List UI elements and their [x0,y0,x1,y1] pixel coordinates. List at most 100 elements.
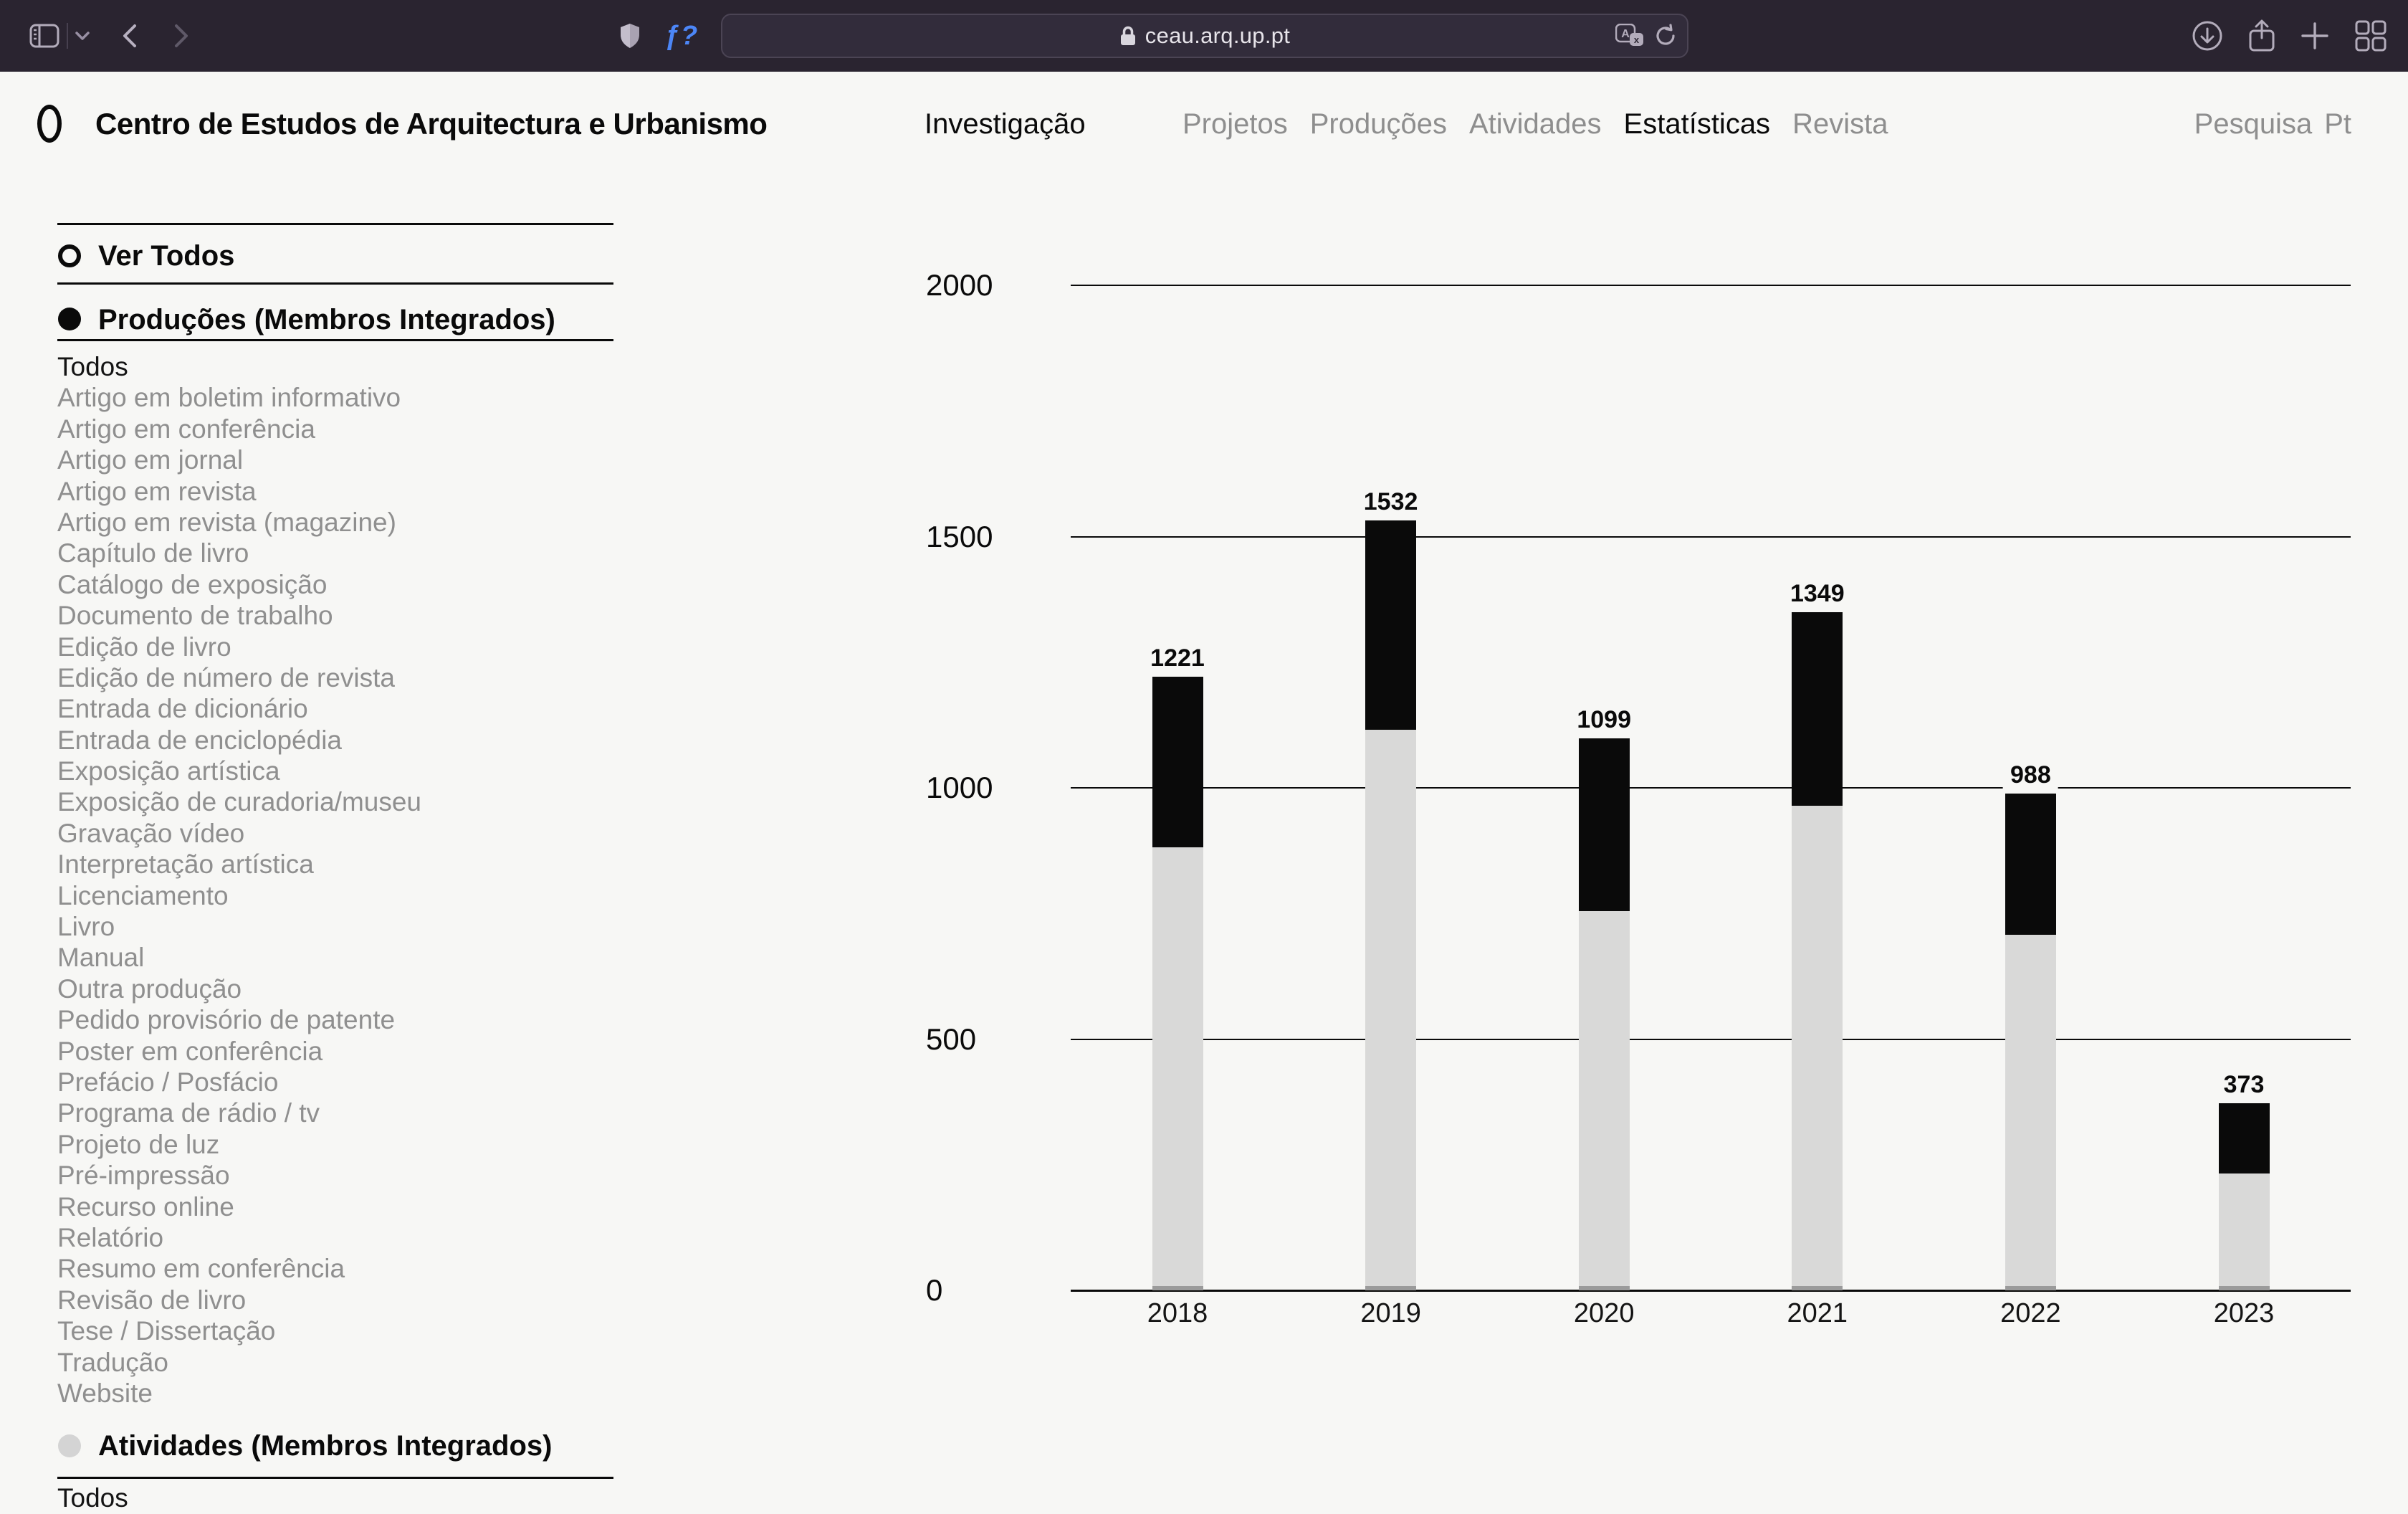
nav-item-revista[interactable]: Revista [1792,108,1888,140]
production-type-item[interactable]: Outra produção [57,973,242,1004]
production-type-item[interactable]: Artigo em revista (magazine) [57,507,396,537]
x-axis-tick-2019: 2019 [1360,1298,1421,1328]
reload-button[interactable] [1654,24,1677,48]
new-tab-button[interactable] [2296,0,2333,72]
production-type-item[interactable]: Relatório [57,1222,164,1252]
production-type-item[interactable]: Tradução [57,1347,168,1377]
x-axis-tick-2021: 2021 [1787,1298,1848,1328]
production-type-item[interactable]: Artigo em conferência [57,414,315,444]
find-extension-button[interactable]: ƒ? [664,20,699,51]
utility-nav: Pesquisa Pt [2194,108,2351,141]
plus-icon [2301,22,2328,49]
sidebar-toggle-icon [29,24,59,48]
production-type-item[interactable]: Todos [57,352,128,381]
x-axis-tick-2018: 2018 [1147,1298,1208,1328]
production-type-item[interactable]: Programa de rádio / tv [57,1098,320,1128]
production-type-item[interactable]: Capítulo de livro [57,538,249,568]
production-type-item[interactable]: Entrada de enciclopédia [57,725,343,755]
production-type-item[interactable]: Licenciamento [57,880,229,910]
production-type-list: Todos Artigo em boletim informativo Artigo… [57,351,616,1409]
nav-item-projetos[interactable]: Projetos [1182,108,1288,140]
production-type-item[interactable]: Entrada de dicionário [57,694,308,724]
bar-2023-segment-light [2218,1173,2270,1286]
nav-item-estatísticas[interactable]: Estatísticas [1623,108,1771,140]
radio-selected-icon [58,308,81,330]
forward-icon [175,24,188,47]
shield-icon [621,24,639,48]
bar-2022-segment-base [2005,1285,2056,1290]
bar-2020-segment-base [1578,1286,1630,1290]
share-button[interactable] [2243,0,2280,72]
toolbar-divider [67,23,68,49]
bar-value-2018: 1221 [1143,642,1212,675]
production-type-item[interactable]: Website [57,1378,153,1408]
gridline-500 [1071,1038,2351,1040]
production-type-item[interactable]: Projeto de luz [57,1129,220,1159]
production-type-item[interactable]: Exposição de curadoria/museu [57,787,422,817]
production-type-item[interactable]: Exposição artística [57,756,280,786]
production-type-item[interactable]: Manual [57,943,145,973]
bar-2023-segment-base [2218,1285,2270,1290]
bar-value-2022: 988 [2003,759,2058,791]
privacy-report-button[interactable] [613,0,646,72]
radio-unselected-icon [58,244,81,267]
production-type-item[interactable]: Interpretação artística [57,849,314,880]
browser-toolbar: ƒ? ceau.arq.up.pt A x [0,0,2408,72]
bar-2021-segment-black [1792,612,1843,806]
bar-2023-segment-black [2218,1103,2270,1174]
production-type-item[interactable]: Tese / Dissertação [57,1316,276,1346]
downloads-button[interactable] [2189,0,2226,72]
production-type-item[interactable]: Resumo em conferência [57,1254,345,1284]
tab-overview-button[interactable] [2351,0,2391,72]
back-button[interactable] [118,0,142,72]
bar-2021-segment-light [1792,806,1843,1286]
y-axis-tick-500: 500 [926,1022,977,1056]
production-type-item[interactable]: Catálogo de exposição [57,569,328,599]
production-type-item[interactable]: Artigo em boletim informativo [57,383,401,413]
production-type-item[interactable]: Pré-impressão [57,1161,230,1191]
bar-value-2023: 373 [2216,1068,2272,1100]
bar-2022-segment-black [2005,794,2056,935]
x-axis-tick-2020: 2020 [1573,1298,1635,1328]
ceau-logo[interactable] [37,105,62,143]
production-type-item[interactable]: Recurso online [57,1191,234,1222]
production-type-item[interactable]: Pedido provisório de patente [57,1005,396,1035]
production-type-item[interactable]: Artigo em revista [57,476,257,506]
bar-2018-segment-light [1152,847,1203,1286]
section-investigacao[interactable]: Investigação [924,108,1086,140]
bar-value-2020: 1099 [1570,703,1639,735]
producoes-label: Produções (Membros Integrados) [98,304,555,335]
production-type-item[interactable]: Edição de livro [57,632,231,662]
production-type-item[interactable]: Revisão de livro [57,1285,247,1315]
production-type-item[interactable]: Artigo em jornal [57,445,244,475]
forward-button[interactable] [169,0,194,72]
language-toggle[interactable]: Pt [2324,108,2351,140]
divider [57,282,613,285]
y-axis-tick-2000: 2000 [926,268,993,302]
bar-2020-segment-light [1578,910,1630,1287]
bar-2020-segment-black [1578,738,1630,911]
site-title[interactable]: Centro de Estudos de Arquitectura e Urba… [95,107,768,141]
production-type-item[interactable]: Documento de trabalho [57,601,333,631]
production-type-item[interactable]: Poster em conferência [57,1036,323,1066]
search-link[interactable]: Pesquisa [2194,108,2313,140]
production-type-item[interactable]: Prefácio / Posfácio [57,1067,279,1097]
bar-2021-segment-base [1792,1285,1843,1290]
radio-dimmed-icon [58,1434,81,1457]
production-type-item[interactable]: Gravação vídeo [57,818,245,848]
translate-button[interactable]: A x [1615,24,1644,48]
production-type-item[interactable]: Livro [57,912,115,942]
divider [57,223,613,225]
y-axis-tick-0: 0 [926,1273,943,1307]
production-type-item[interactable]: Edição de número de revista [57,662,395,692]
reload-icon [1656,24,1675,45]
tab-group-dropdown[interactable] [72,0,93,72]
sidebar-toggle-button[interactable] [27,0,62,72]
address-bar[interactable]: ceau.arq.up.pt A x [721,14,1688,58]
main-nav: Projetos Produções Atividades Estatísticas R… [1182,108,1888,141]
nav-item-atividades[interactable]: Atividades [1468,108,1602,140]
bar-value-2019: 1532 [1356,486,1425,518]
x-axis-tick-2022: 2022 [2000,1298,2061,1328]
nav-item-produções[interactable]: Produções [1309,108,1447,140]
divider [57,339,613,341]
